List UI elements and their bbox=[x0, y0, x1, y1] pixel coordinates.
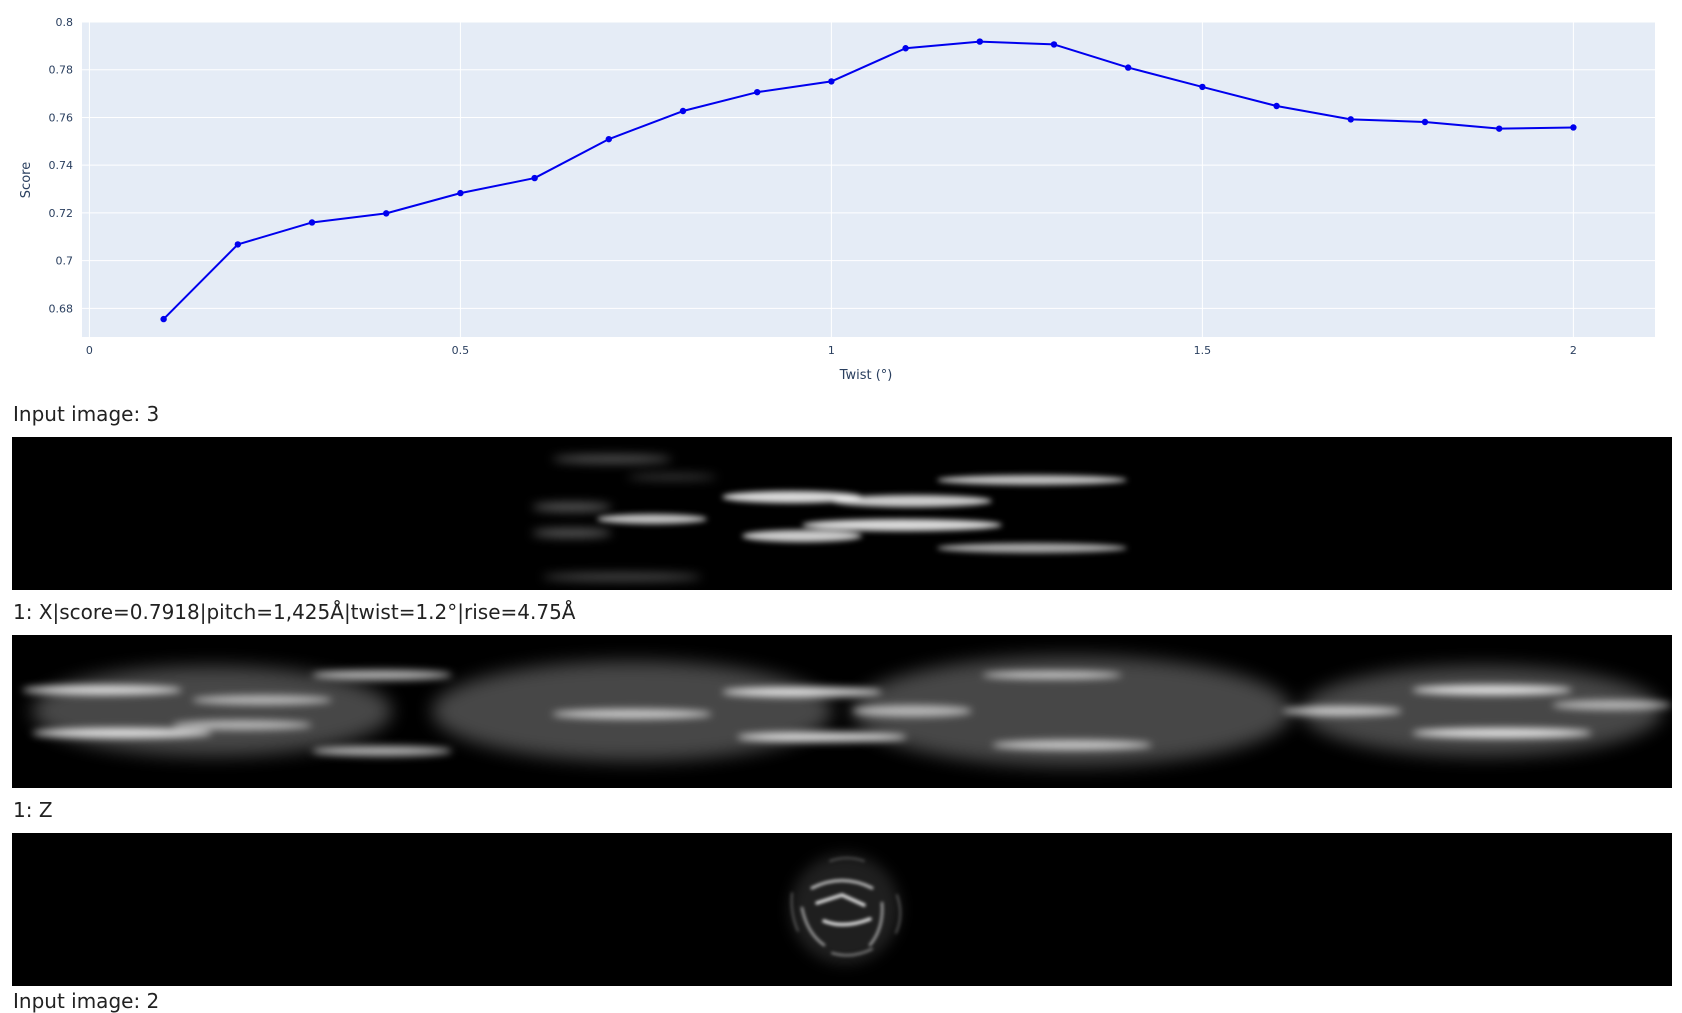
series-line bbox=[162, 40, 1574, 320]
y-axis-title: Score bbox=[19, 162, 34, 198]
data-point[interactable] bbox=[754, 88, 761, 96]
data-point[interactable] bbox=[531, 174, 538, 182]
grid-lines bbox=[82, 21, 1655, 337]
data-point[interactable] bbox=[1421, 118, 1429, 126]
series-markers bbox=[160, 38, 1577, 323]
x-result-caption: 1: X|score=0.7918|pitch=1,425Å|twist=1.2… bbox=[13, 600, 576, 624]
data-point[interactable] bbox=[828, 78, 835, 85]
axes: 0 0.5 1 1.5 2 0.68 0.7 0.72 0.74 0.76 0.78 0.8 bbox=[49, 16, 1577, 357]
data-point[interactable] bbox=[1347, 116, 1354, 123]
y-tick-label: 0.7 bbox=[56, 255, 74, 268]
data-point[interactable] bbox=[457, 189, 464, 197]
data-point[interactable] bbox=[234, 241, 242, 248]
data-point[interactable] bbox=[160, 315, 167, 323]
data-point[interactable] bbox=[383, 210, 390, 217]
y-tick-label: 0.74 bbox=[49, 159, 74, 172]
x-axis-title: Twist (°) bbox=[839, 368, 893, 383]
data-point[interactable] bbox=[1124, 64, 1132, 71]
input-image-panel bbox=[12, 437, 1672, 590]
plot-background bbox=[82, 22, 1655, 337]
y-tick-label: 0.72 bbox=[49, 207, 74, 220]
data-point[interactable] bbox=[1050, 41, 1058, 48]
x-tick-label: 2 bbox=[1570, 344, 1577, 357]
data-point[interactable] bbox=[902, 45, 909, 52]
z-projection-panel bbox=[12, 833, 1672, 986]
x-tick-label: 1.5 bbox=[1194, 344, 1212, 357]
data-point[interactable] bbox=[1570, 124, 1577, 131]
y-tick-label: 0.76 bbox=[49, 111, 74, 124]
next-input-image-caption: Input image: 2 bbox=[13, 989, 160, 1013]
data-point[interactable] bbox=[679, 107, 687, 115]
data-point[interactable] bbox=[605, 135, 613, 143]
x-tick-label: 1 bbox=[828, 344, 835, 357]
y-tick-label: 0.68 bbox=[49, 302, 74, 315]
data-point[interactable] bbox=[1495, 125, 1503, 132]
y-tick-label: 0.8 bbox=[56, 16, 74, 29]
input-image-caption: Input image: 3 bbox=[13, 402, 160, 426]
score-vs-twist-chart: 0 0.5 1 1.5 2 0.68 0.7 0.72 0.74 0.76 0.78 0.8 Twis… bbox=[19, 16, 1655, 383]
data-point[interactable] bbox=[1199, 83, 1206, 91]
z-result-caption: 1: Z bbox=[13, 798, 53, 822]
y-tick-label: 0.78 bbox=[49, 64, 74, 77]
x-tick-label: 0.5 bbox=[452, 344, 470, 357]
data-point[interactable] bbox=[308, 219, 316, 226]
x-tick-label: 0 bbox=[86, 344, 93, 357]
data-point[interactable] bbox=[976, 38, 983, 45]
score-line bbox=[162, 40, 1574, 320]
data-point[interactable] bbox=[1273, 102, 1280, 110]
x-projection-panel bbox=[12, 635, 1672, 788]
